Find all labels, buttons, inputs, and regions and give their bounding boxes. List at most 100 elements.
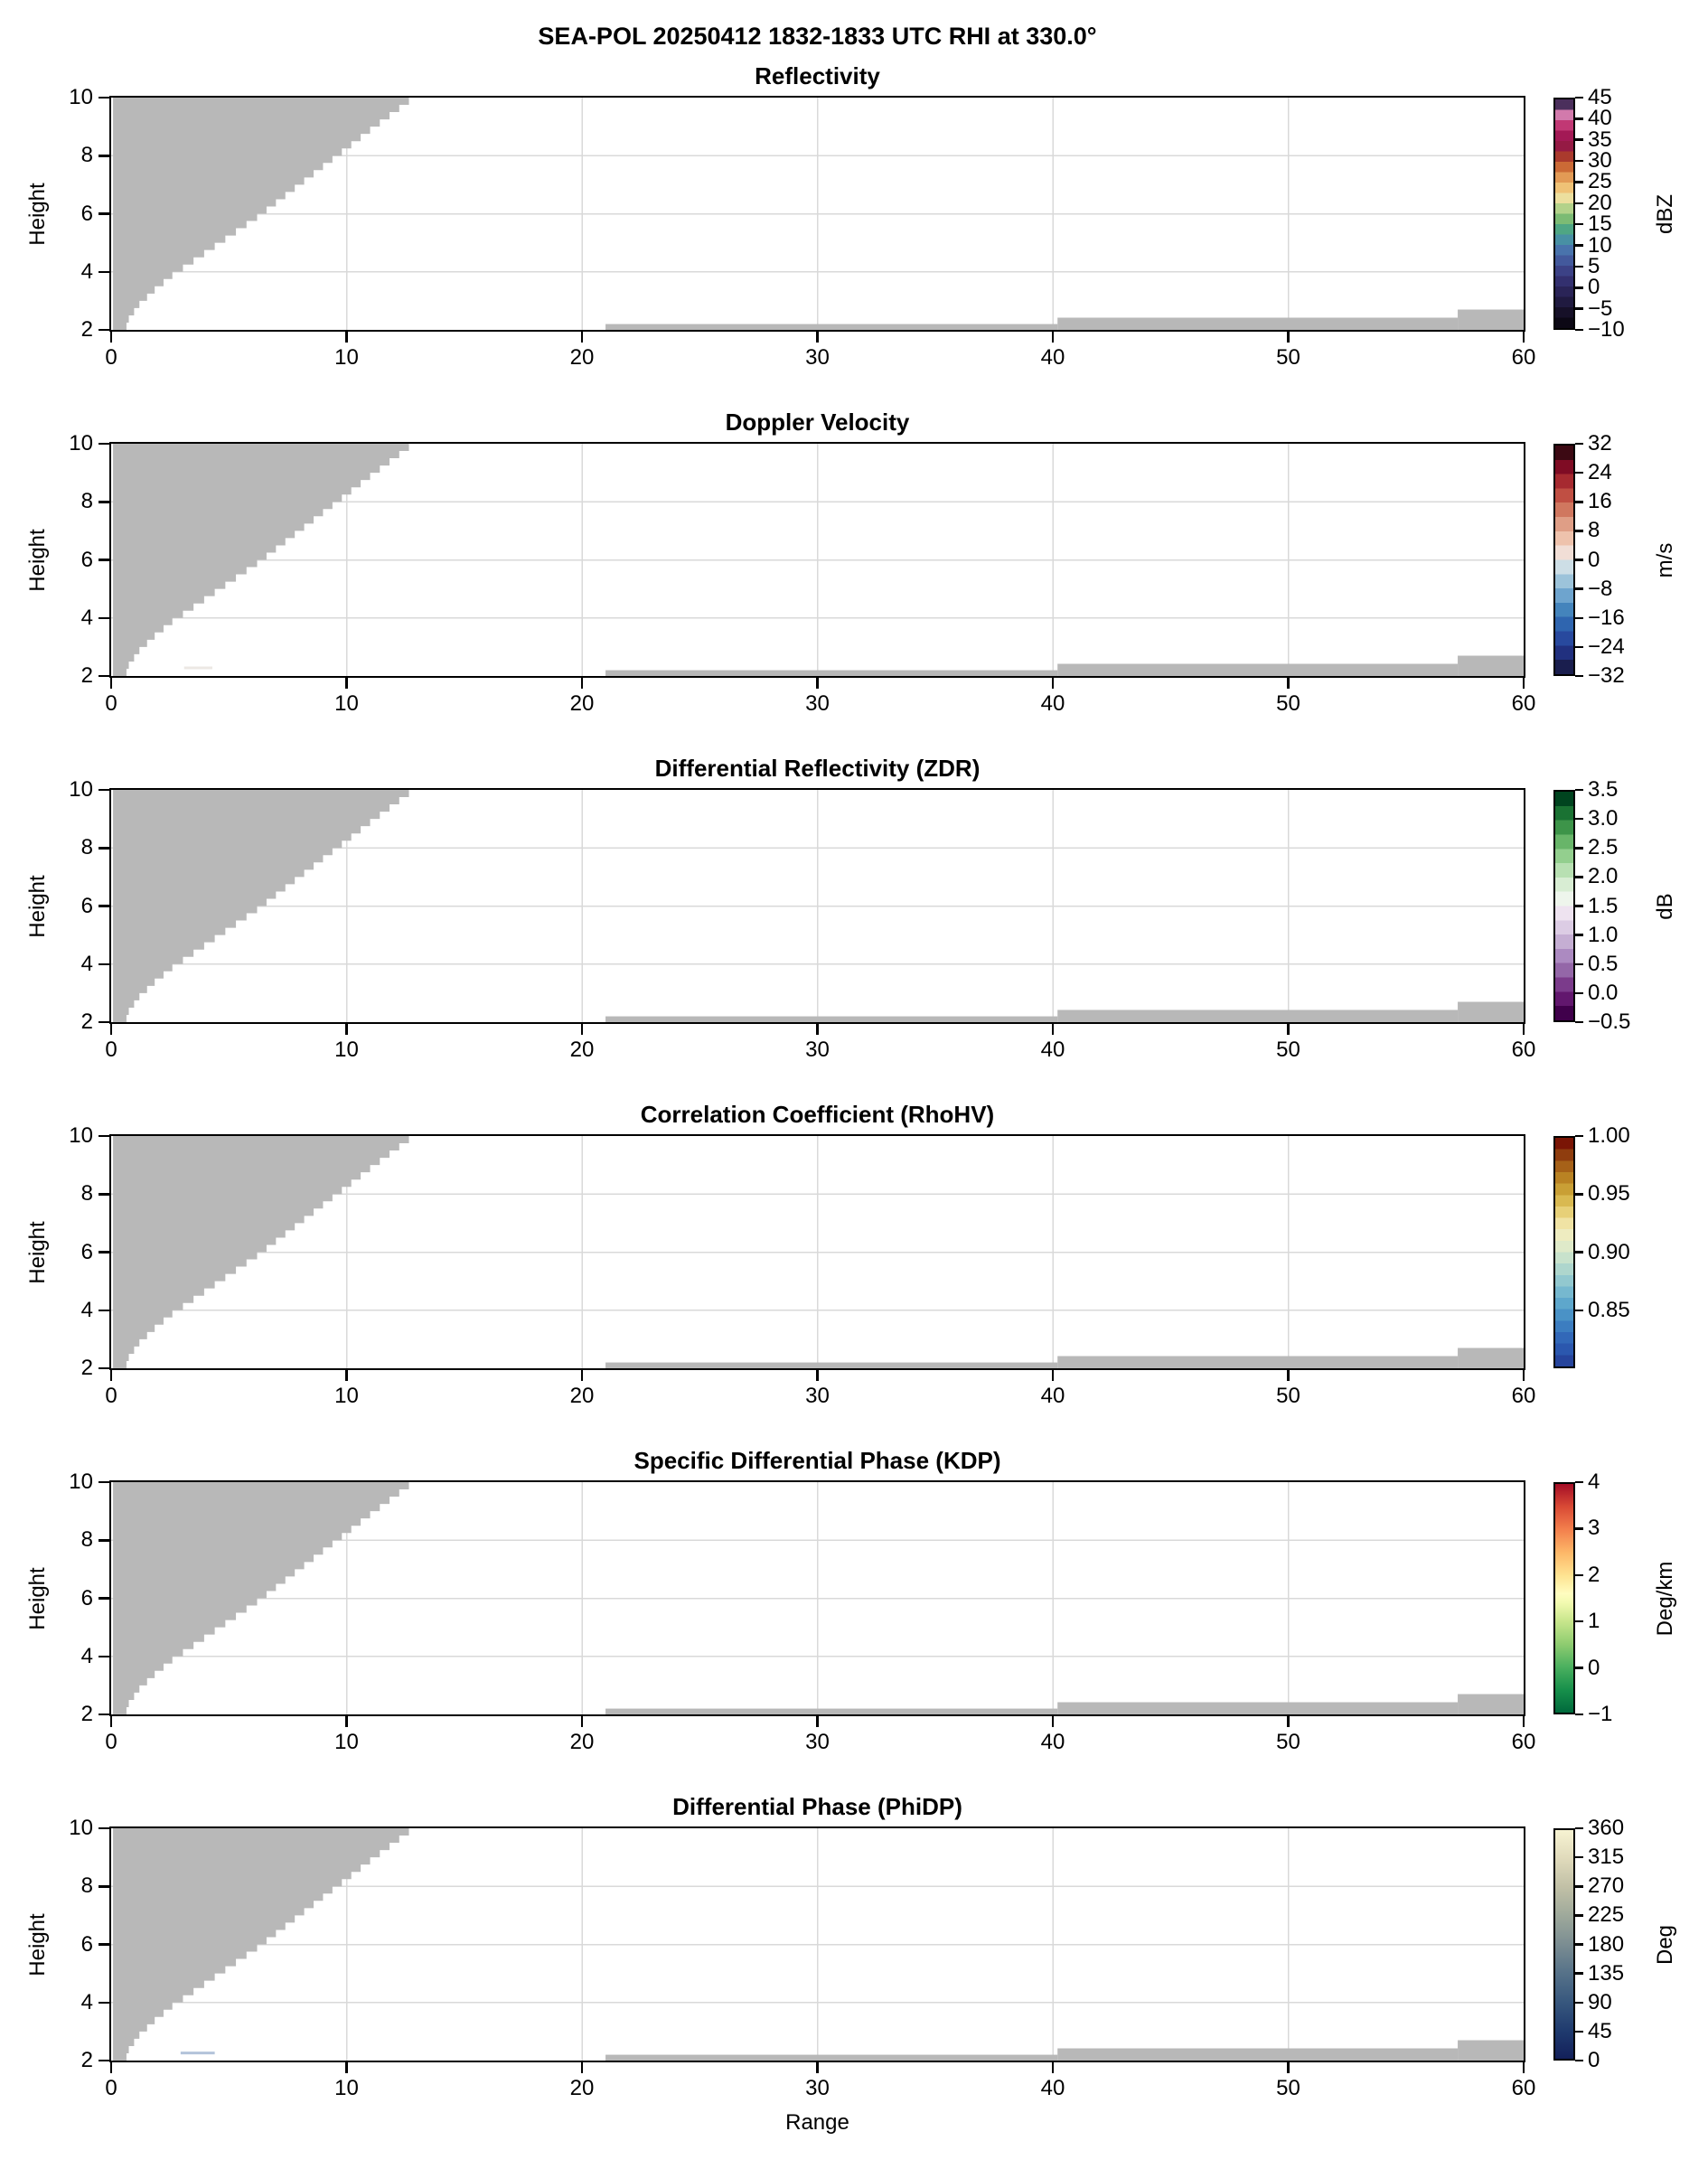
y-tick-label: 2 xyxy=(80,317,93,342)
colorbar-tick xyxy=(1575,1620,1583,1623)
y-tick-label: 8 xyxy=(80,835,93,860)
x-tick-label: 10 xyxy=(334,1730,359,1754)
colorbar-unit-label: dBZ xyxy=(1653,193,1677,234)
colorbar-tick xyxy=(1575,788,1583,792)
y-tick-label: 10 xyxy=(69,85,93,109)
colorbar-tick-label: 0.90 xyxy=(1588,1239,1630,1264)
no-data-strip xyxy=(1458,2040,1524,2061)
colorbar-tick xyxy=(1575,1855,1583,1859)
x-tick xyxy=(816,1024,819,1035)
y-tick-label: 4 xyxy=(80,605,93,630)
x-tick xyxy=(816,1716,819,1727)
plot-area xyxy=(109,1134,1525,1370)
y-tick xyxy=(99,2059,109,2062)
x-tick-label: 60 xyxy=(1511,1038,1536,1062)
x-tick xyxy=(1287,1024,1290,1035)
colorbar-tick-label: 225 xyxy=(1588,1902,1625,1928)
colorbar-tick-label: 315 xyxy=(1588,1845,1625,1870)
y-tick-label: 10 xyxy=(69,1816,93,1840)
colorbar xyxy=(1553,98,1575,330)
colorbar-unit-label: Deg/km xyxy=(1653,1561,1677,1636)
colorbar xyxy=(1553,1136,1575,1368)
colorbar-tick xyxy=(1575,471,1583,474)
colorbar-tick xyxy=(1575,2001,1583,2004)
colorbar-tick-label: 270 xyxy=(1588,1873,1625,1899)
x-tick xyxy=(1051,678,1055,689)
colorbar-tick-label: 45 xyxy=(1588,2018,1612,2043)
colorbar-tick xyxy=(1575,117,1583,120)
y-tick xyxy=(99,1943,109,1946)
x-tick-label: 20 xyxy=(569,691,595,716)
colorbar-tick xyxy=(1575,244,1583,247)
no-data-strip xyxy=(1057,2048,1459,2061)
x-tick xyxy=(109,1370,113,1381)
colorbar-tick-label: 32 xyxy=(1588,431,1612,455)
x-tick-label: 60 xyxy=(1511,1730,1536,1754)
colorbar-tick-label: 5 xyxy=(1588,253,1600,278)
x-tick-label: 0 xyxy=(105,2076,117,2100)
x-tick xyxy=(816,1370,819,1381)
colorbar-tick-label: 0.85 xyxy=(1588,1297,1630,1322)
y-tick xyxy=(99,1597,109,1600)
x-tick-label: 60 xyxy=(1511,345,1536,370)
y-tick-label: 8 xyxy=(80,143,93,168)
colorbar-tick xyxy=(1575,905,1583,907)
x-tick xyxy=(1051,1370,1055,1381)
y-tick xyxy=(99,2001,109,2004)
colorbar-tick-label: 3 xyxy=(1588,1516,1600,1541)
x-tick-label: 10 xyxy=(334,1384,359,1408)
colorbar-tick xyxy=(1575,1943,1583,1946)
x-tick-label: 30 xyxy=(805,1384,830,1408)
x-tick-label: 50 xyxy=(1276,2076,1300,2100)
y-tick xyxy=(99,1539,109,1542)
colorbar-tick xyxy=(1575,1527,1583,1530)
no-data-wedge xyxy=(113,1482,409,1714)
colorbar-tick xyxy=(1575,559,1583,561)
colorbar-tick-label: 90 xyxy=(1588,1989,1612,2014)
colorbar-tick-label: 30 xyxy=(1588,148,1612,174)
panel-title: Correlation Coefficient (RhoHV) xyxy=(640,1101,995,1128)
x-tick xyxy=(109,678,113,689)
x-tick xyxy=(1051,1716,1055,1727)
colorbar-tick xyxy=(1575,286,1583,289)
x-tick-label: 0 xyxy=(105,1730,117,1754)
x-tick xyxy=(816,332,819,343)
colorbar-tick-label: 0 xyxy=(1588,275,1600,300)
colorbar-tick xyxy=(1575,328,1583,332)
y-tick xyxy=(99,270,109,273)
colorbar-tick xyxy=(1575,1667,1583,1669)
colorbar-tick xyxy=(1575,1134,1583,1138)
x-tick-label: 40 xyxy=(1040,2076,1065,2100)
colorbar-tick-label: 4 xyxy=(1588,1469,1600,1494)
x-tick xyxy=(580,678,584,689)
x-tick xyxy=(109,2062,113,2073)
y-tick xyxy=(99,442,109,446)
y-tick-label: 2 xyxy=(80,1009,93,1034)
colorbar-tick xyxy=(1575,817,1583,821)
panel-title: Specific Differential Phase (KDP) xyxy=(633,1447,1001,1474)
x-tick-label: 20 xyxy=(569,1038,595,1062)
y-tick xyxy=(99,1826,109,1830)
colorbar-tick-label: 16 xyxy=(1588,489,1612,514)
colorbar-tick-label: 2.0 xyxy=(1588,864,1619,889)
colorbar-tick xyxy=(1575,1251,1583,1254)
colorbar-unit-label: m/s xyxy=(1653,542,1677,577)
colorbar-tick xyxy=(1575,645,1583,649)
colorbar-tick xyxy=(1575,934,1583,936)
colorbar-tick-label: 360 xyxy=(1588,1816,1625,1840)
colorbar-tick xyxy=(1575,2030,1583,2033)
x-tick xyxy=(1287,1716,1290,1727)
colorbar-tick xyxy=(1575,674,1583,678)
colorbar-tick-label: −16 xyxy=(1588,605,1625,630)
colorbar-tick-label: −24 xyxy=(1588,634,1625,659)
no-data-strip xyxy=(1458,1347,1524,1368)
panel-title: Doppler Velocity xyxy=(725,408,910,436)
colorbar-tick xyxy=(1575,991,1583,995)
colorbar-tick-label: 8 xyxy=(1588,518,1600,543)
colorbar-tick xyxy=(1575,1020,1583,1024)
y-tick xyxy=(99,905,109,907)
x-axis-label: Range xyxy=(785,2110,849,2135)
x-tick xyxy=(1051,1024,1055,1035)
x-tick-label: 50 xyxy=(1276,1038,1300,1062)
colorbar-tick xyxy=(1575,847,1583,850)
